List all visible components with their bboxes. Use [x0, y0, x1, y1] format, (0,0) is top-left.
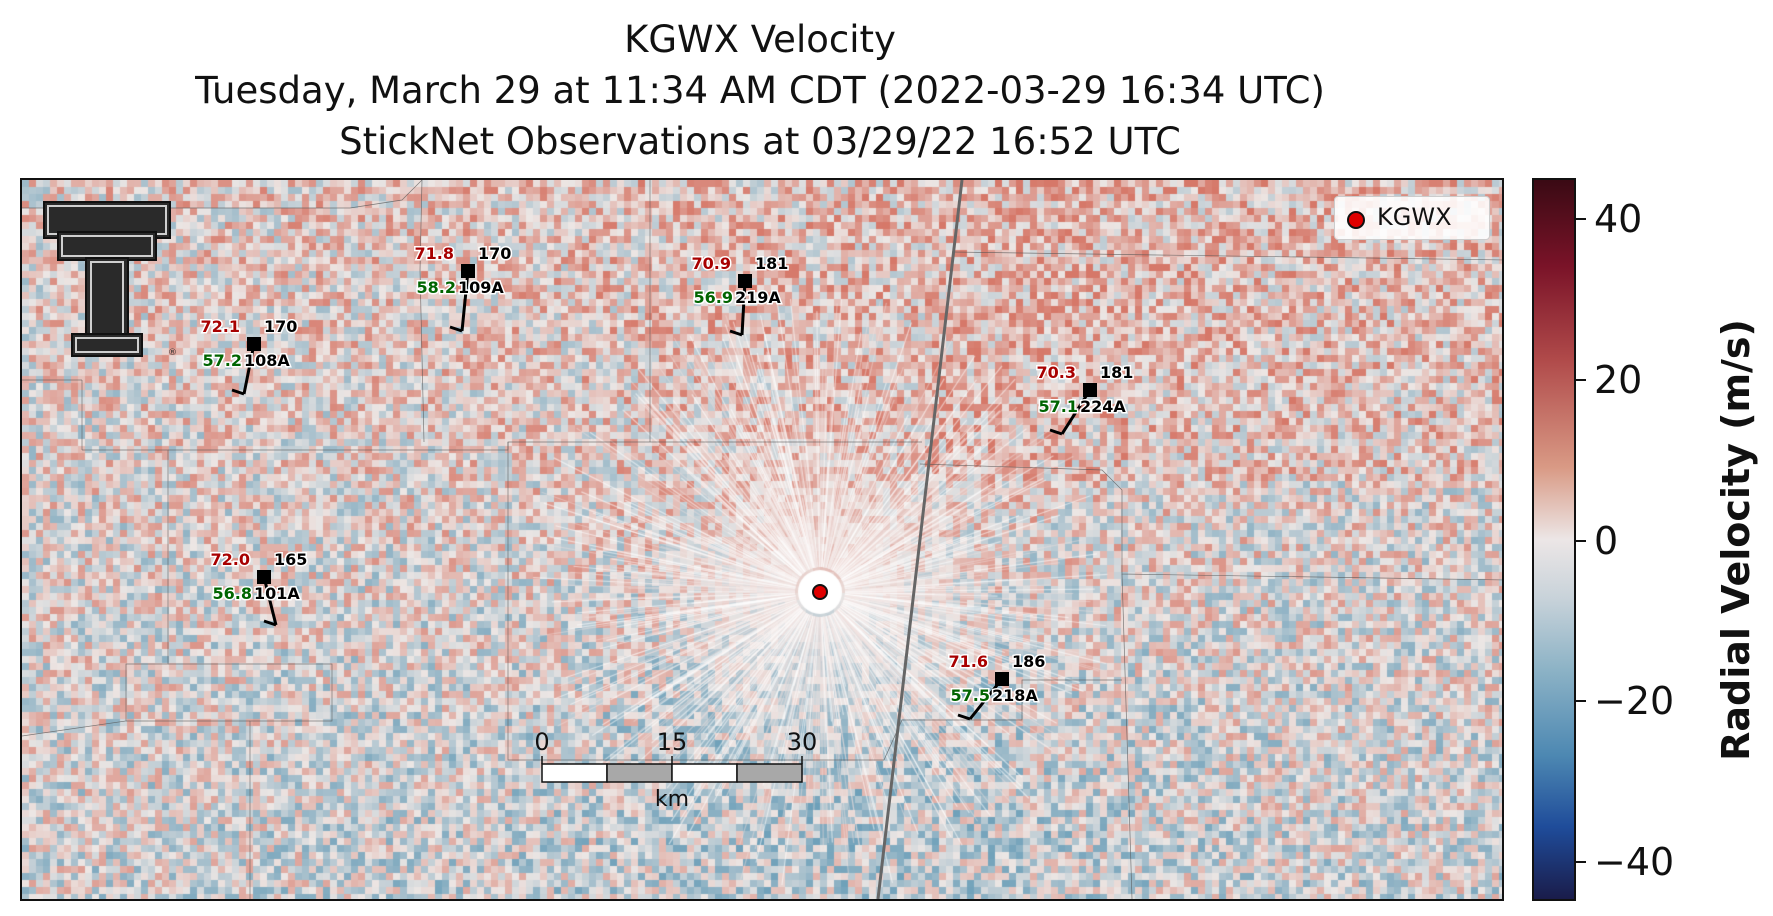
scale-bar-tick-label: 15 [657, 728, 688, 756]
texas-tech-double-t-logo: ® [43, 201, 177, 358]
station-dewpoint: 57.2 [203, 351, 242, 370]
station-wind-direction: 170 [478, 244, 511, 263]
legend: KGWX [1334, 196, 1490, 240]
station-dewpoint: 56.8 [213, 584, 252, 603]
county-line [22, 449, 169, 737]
station-id: 108A [244, 351, 290, 370]
station-dewpoint: 57.1 [1039, 397, 1078, 416]
scale-bar: 0 15 30 km [534, 728, 817, 812]
station-marker [738, 274, 752, 288]
radar-site-marker[interactable] [812, 584, 828, 600]
colorbar-tick-label: 20 [1594, 357, 1643, 402]
station-marker [257, 570, 271, 584]
colorbar-tick-label: −40 [1594, 839, 1675, 884]
station-wind-direction: 181 [755, 254, 788, 273]
station-108A[interactable]: 72.1 170 57.2 108A [199, 316, 299, 396]
colorbar-tick-label: 40 [1594, 197, 1643, 242]
chart-title: KGWX Velocity [624, 18, 896, 61]
wind-barb-shaft [740, 280, 747, 336]
scale-bar-segment [606, 763, 673, 783]
state-border [876, 180, 964, 899]
station-218A[interactable]: 71.6 186 57.5 218A [947, 651, 1047, 721]
scale-bar-unit: km [655, 787, 689, 812]
station-224A[interactable]: 70.3 181 57.1 224A [1035, 362, 1135, 436]
wind-barb-flag [729, 329, 743, 337]
chart-subtitle-time: Tuesday, March 29 at 11:34 AM CDT (2022-… [195, 69, 1325, 112]
station-temperature: 71.8 [415, 244, 454, 263]
county-line [22, 180, 423, 209]
county-line [919, 463, 1502, 581]
station-temperature: 72.1 [201, 317, 240, 336]
wind-barb-shaft [460, 270, 470, 332]
radar-map[interactable]: ® 72.1 170 57.2 108A 71.8 170 58.2 109A 70.9 181 56… [20, 178, 1504, 901]
station-id: 109A [458, 278, 504, 297]
station-temperature: 72.0 [211, 550, 250, 569]
county-line [1121, 573, 1133, 899]
station-wind-direction: 170 [264, 317, 297, 336]
station-dewpoint: 56.9 [694, 288, 733, 307]
station-101A[interactable]: 72.0 165 56.8 101A [209, 549, 309, 627]
colorbar-tick-mark [1576, 218, 1586, 221]
colorbar-tick-mark [1576, 539, 1586, 542]
county-line [168, 441, 922, 451]
station-wind-direction: 165 [274, 550, 307, 569]
scale-bar-tick-label: 30 [787, 728, 818, 756]
station-dewpoint: 58.2 [417, 278, 456, 297]
wind-barb-shaft [262, 576, 278, 626]
radar-site-legend-marker [1347, 211, 1365, 229]
colorbar-tick-mark [1576, 700, 1586, 703]
station-marker [247, 337, 261, 351]
station-wind-direction: 181 [1100, 363, 1133, 382]
station-id: 224A [1080, 397, 1126, 416]
chart-title-block: KGWX Velocity Tuesday, March 29 at 11:34… [20, 14, 1500, 167]
wind-barb-flag [263, 619, 277, 627]
county-line [419, 180, 425, 443]
station-temperature: 71.6 [949, 652, 988, 671]
colorbar [1532, 178, 1576, 901]
colorbar-tick-label: −20 [1594, 679, 1675, 724]
chart-subtitle-obs: StickNet Observations at 03/29/22 16:52 … [339, 120, 1181, 163]
wind-barb-shaft [242, 343, 256, 395]
wind-barb-shaft [1060, 389, 1092, 435]
station-marker [1083, 383, 1097, 397]
county-line [951, 251, 1502, 261]
station-marker [995, 672, 1009, 686]
station-dewpoint: 57.5 [951, 686, 990, 705]
map-overlay: ® 72.1 170 57.2 108A 71.8 170 58.2 109A 70.9 181 56… [22, 180, 1502, 899]
station-temperature: 70.9 [692, 254, 731, 273]
colorbar-tick-mark [1576, 860, 1586, 863]
station-wind-direction: 186 [1012, 652, 1045, 671]
wind-barb-flag [1049, 428, 1063, 436]
station-219A[interactable]: 70.9 181 56.9 219A [690, 253, 790, 337]
wind-barb-flag [449, 325, 463, 333]
county-boundaries [22, 180, 1502, 899]
legend-label: KGWX [1377, 203, 1452, 231]
colorbar-ticks: 40 20 0 −20 −40 [1576, 178, 1674, 901]
wind-barb-flag [231, 388, 245, 396]
svg-text:®: ® [168, 348, 177, 358]
scale-bar-segment [541, 763, 608, 783]
wind-barb-flag [957, 713, 971, 721]
station-marker [461, 264, 475, 278]
colorbar-tick-mark [1576, 378, 1586, 381]
station-temperature: 70.3 [1037, 363, 1076, 382]
scale-bar-segment [736, 763, 803, 783]
station-id: 101A [254, 584, 300, 603]
county-line [507, 442, 884, 761]
station-id: 219A [735, 288, 781, 307]
colorbar-label: Radial Velocity (m/s) [1714, 319, 1758, 761]
colorbar-tick-label: 0 [1594, 518, 1619, 563]
scale-bar-tick-label: 0 [534, 728, 549, 756]
station-109A[interactable]: 71.8 170 58.2 109A [413, 243, 513, 333]
county-line [168, 663, 333, 899]
station-id: 218A [992, 686, 1038, 705]
scale-bar-segment [671, 763, 738, 783]
